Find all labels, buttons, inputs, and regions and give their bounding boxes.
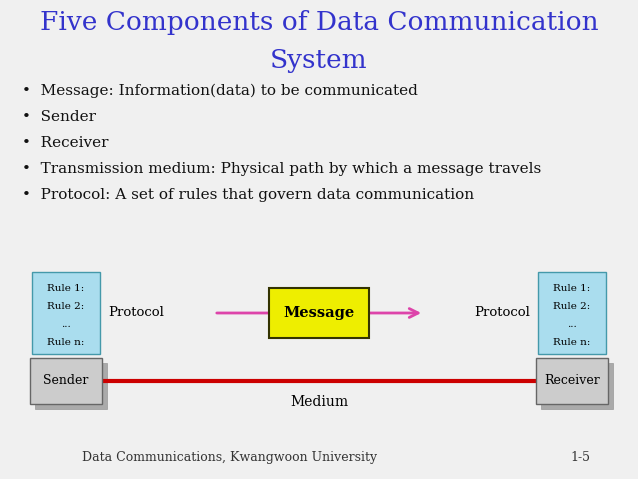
FancyBboxPatch shape [541, 363, 613, 409]
Text: •  Receiver: • Receiver [22, 136, 108, 150]
FancyBboxPatch shape [32, 272, 100, 354]
FancyBboxPatch shape [269, 288, 369, 338]
Text: •  Message: Information(data) to be communicated: • Message: Information(data) to be commu… [22, 84, 418, 98]
FancyBboxPatch shape [536, 358, 608, 404]
Text: Medium: Medium [290, 395, 348, 409]
Text: Data Communications, Kwangwoon University: Data Communications, Kwangwoon Universit… [82, 451, 378, 464]
Text: Receiver: Receiver [544, 375, 600, 388]
FancyBboxPatch shape [30, 358, 102, 404]
Text: •  Protocol: A set of rules that govern data communication: • Protocol: A set of rules that govern d… [22, 188, 474, 202]
Text: Rule n:: Rule n: [47, 338, 85, 347]
Text: Rule n:: Rule n: [553, 338, 591, 347]
Text: 1-5: 1-5 [570, 451, 590, 464]
Text: •  Sender: • Sender [22, 110, 96, 124]
Text: Rule 1:: Rule 1: [47, 284, 85, 293]
Text: Rule 2:: Rule 2: [553, 302, 591, 311]
Text: Sender: Sender [43, 375, 89, 388]
FancyBboxPatch shape [538, 272, 606, 354]
Text: ...: ... [567, 320, 577, 329]
Text: Message: Message [283, 306, 355, 320]
Text: Protocol: Protocol [108, 307, 164, 319]
Text: Five Components of Data Communication: Five Components of Data Communication [40, 10, 598, 35]
Text: Protocol: Protocol [474, 307, 530, 319]
Text: Rule 2:: Rule 2: [47, 302, 85, 311]
Text: •  Transmission medium: Physical path by which a message travels: • Transmission medium: Physical path by … [22, 162, 541, 176]
FancyBboxPatch shape [35, 363, 107, 409]
Text: ...: ... [61, 320, 71, 329]
Text: Rule 1:: Rule 1: [553, 284, 591, 293]
Text: System: System [270, 48, 368, 73]
